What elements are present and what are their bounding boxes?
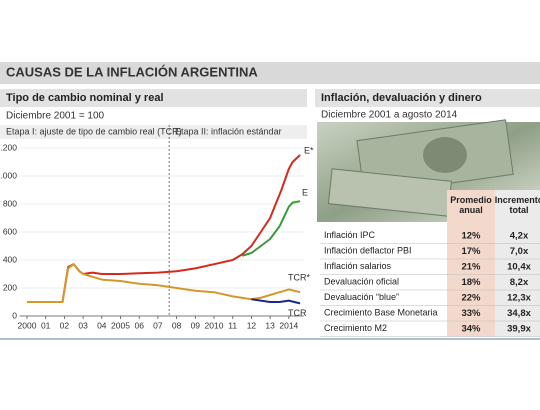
series-label: E	[302, 188, 308, 198]
series-label: TCR*	[288, 273, 310, 283]
x-tick-label: 04	[97, 320, 107, 330]
y-tick-label: 600	[3, 226, 17, 236]
row-label: Crecimiento Base Monetaria	[324, 308, 438, 318]
row-label: Inflación salarios	[324, 261, 392, 271]
cell: 22%	[461, 292, 481, 303]
x-tick-label: 2014	[279, 320, 298, 330]
cell: 34,8x	[507, 308, 531, 319]
y-tick-label: 0	[12, 310, 17, 320]
x-tick-label: 02	[60, 320, 70, 330]
chart-subtitle: Diciembre 2001 = 100	[6, 111, 105, 122]
chart-title: Tipo de cambio nominal y real	[6, 92, 164, 104]
table-subtitle: Diciembre 2001 a agosto 2014	[321, 110, 458, 121]
x-tick-label: 12	[247, 320, 257, 330]
x-tick-label: 2000	[18, 320, 37, 330]
cell: 39,9x	[507, 323, 531, 334]
x-tick-label: 13	[265, 320, 275, 330]
cell: 21%	[461, 261, 481, 272]
y-tick-label: 200	[3, 282, 17, 292]
row-label: Crecimiento M2	[324, 323, 387, 333]
x-tick-label: 06	[134, 320, 144, 330]
phase-band	[0, 125, 307, 139]
y-tick-label: 400	[3, 254, 17, 264]
series-line	[27, 154, 301, 303]
series-label: E*	[304, 145, 314, 155]
cell: 10,4x	[507, 261, 531, 272]
table-title-bar	[315, 89, 540, 107]
y-tick-label: 1.200	[0, 142, 17, 152]
header-bar	[0, 62, 540, 84]
y-tick-label: 1.000	[0, 170, 17, 180]
chart-title-bar	[0, 89, 307, 107]
cell: 4,2x	[510, 230, 529, 241]
column-bg	[447, 190, 495, 337]
cell: 8,2x	[510, 277, 529, 288]
header-title: CAUSAS DE LA INFLACIÓN ARGENTINA	[6, 64, 258, 79]
series-line	[241, 200, 301, 257]
series-label: TCR	[288, 308, 307, 318]
series-line	[27, 263, 301, 303]
cell: 17%	[461, 246, 481, 257]
x-tick-label: 07	[153, 320, 163, 330]
annotation: Etapa II: inflación estándar	[175, 126, 282, 136]
y-tick-label: 800	[3, 198, 17, 208]
series-line	[251, 298, 301, 305]
x-tick-label: 09	[191, 320, 201, 330]
cell: 18%	[461, 277, 481, 288]
cell: 33%	[461, 308, 481, 319]
cell: 34%	[461, 323, 481, 334]
cell: 12,3x	[507, 292, 531, 303]
row-label: Devaluación oficial	[324, 277, 399, 287]
x-tick-label: 01	[41, 320, 51, 330]
x-tick-label: 2010	[205, 320, 224, 330]
column-header: Incremento total	[495, 195, 540, 215]
bottom-rule	[0, 338, 540, 340]
x-tick-label: 08	[172, 320, 182, 330]
x-tick-label: 2005	[111, 320, 130, 330]
column-header: Promedio anual	[450, 195, 492, 215]
column-bg	[495, 190, 540, 337]
money-photo	[317, 119, 540, 222]
x-tick-label: 03	[78, 320, 88, 330]
annotation: Etapa I: ajuste de tipo de cambio real (…	[6, 126, 182, 136]
table-title: Inflación, devaluación y dinero	[321, 92, 482, 104]
x-tick-label: 11	[228, 320, 237, 330]
row-label: Inflación IPC	[324, 230, 376, 240]
row-label: Inflación deflactor PBI	[324, 246, 412, 256]
cell: 7,0x	[510, 246, 529, 257]
cell: 12%	[461, 230, 481, 241]
row-label: Devaluación “blue”	[324, 292, 399, 302]
